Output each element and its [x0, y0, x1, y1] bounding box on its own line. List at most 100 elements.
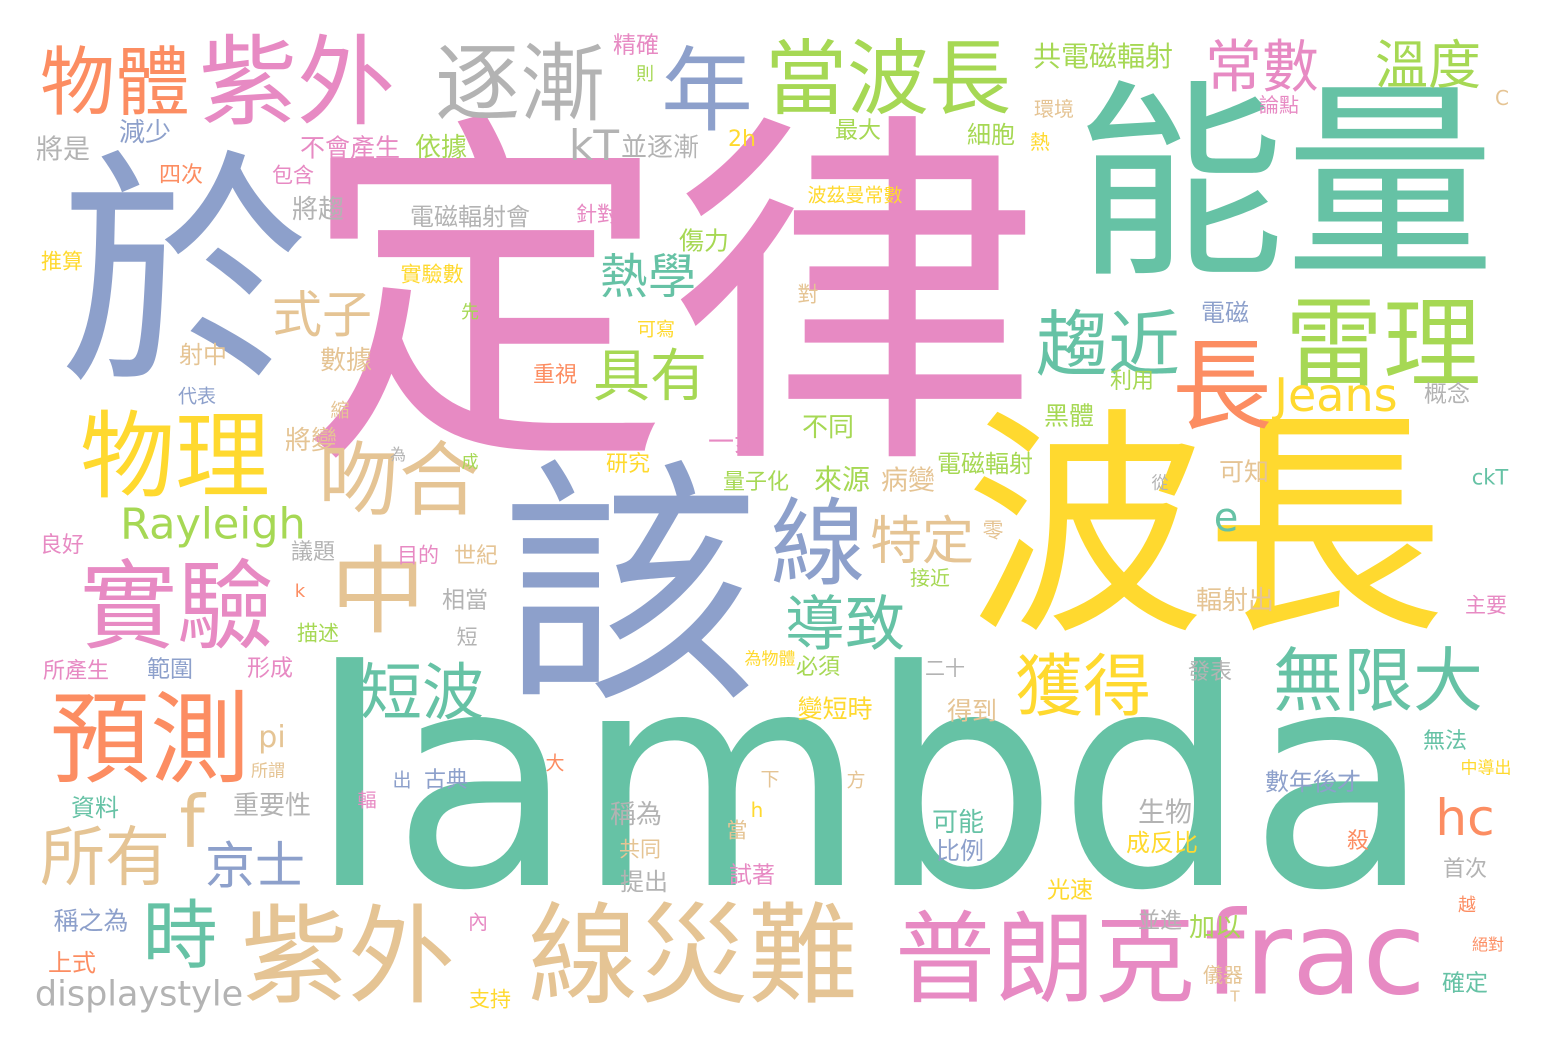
cloud-word: 重視 — [532, 363, 578, 388]
cloud-word: 推算 — [41, 249, 83, 274]
cloud-word: 普朗克 — [895, 901, 1195, 1018]
cloud-word: pi — [258, 720, 286, 755]
cloud-word: 電磁輻射 — [937, 450, 1033, 478]
cloud-word: 針對 — [576, 202, 618, 227]
cloud-word: 世紀 — [453, 544, 499, 569]
cloud-word: 方 — [846, 769, 866, 792]
cloud-word: kT — [569, 121, 619, 170]
cloud-word: 儀器 — [1203, 963, 1243, 987]
cloud-word: 描述 — [297, 621, 339, 646]
cloud-word: 短 — [456, 625, 478, 650]
cloud-word: h — [750, 798, 764, 822]
cloud-word: 成反比 — [1126, 829, 1198, 857]
cloud-word: f — [179, 780, 205, 864]
cloud-word: 比例 — [936, 837, 984, 865]
cloud-word: 病變 — [881, 465, 935, 497]
cloud-word: 所產生 — [42, 659, 110, 684]
cloud-word: 稱為 — [609, 800, 663, 830]
cloud-word: 量子化 — [722, 470, 790, 495]
cloud-word: 紫外 — [240, 895, 456, 1020]
cloud-word: 無限大 — [1273, 640, 1483, 722]
cloud-word: 中導出 — [1460, 758, 1512, 779]
cloud-word: 並逐漸 — [620, 133, 700, 163]
cloud-word: 京士 — [205, 837, 305, 895]
cloud-word: 細胞 — [967, 121, 1015, 149]
cloud-word: 目的 — [397, 543, 439, 568]
cloud-word: ckT — [1471, 465, 1509, 490]
cloud-word: hc — [1435, 789, 1495, 847]
cloud-word: 研究 — [605, 452, 651, 477]
cloud-word: 生物 — [1138, 797, 1192, 829]
cloud-word: 良好 — [39, 533, 85, 558]
cloud-word: 年 — [660, 38, 754, 145]
cloud-word: 可能 — [931, 808, 985, 838]
cloud-word: 四次 — [158, 163, 204, 188]
cloud-word: 能量 — [1074, 62, 1496, 307]
cloud-word: 定律 — [300, 85, 1040, 515]
cloud-word: 最大 — [835, 117, 881, 144]
cloud-word: Rayleigh — [120, 499, 306, 550]
cloud-word: 先 — [461, 302, 479, 323]
cloud-word: 無法 — [1422, 729, 1468, 754]
cloud-word: 內 — [468, 910, 488, 934]
cloud-word: 得到 — [946, 696, 998, 726]
cloud-word: 為物體 — [744, 649, 796, 670]
cloud-word: T — [1230, 987, 1240, 1006]
cloud-word: 可寫 — [636, 318, 676, 341]
cloud-word: 波茲曼常數 — [807, 184, 903, 207]
cloud-word: 殺 — [1346, 829, 1370, 854]
cloud-word: 稱之為 — [53, 906, 129, 936]
cloud-word: 常數 — [1205, 34, 1319, 101]
cloud-word: 該 — [501, 438, 759, 738]
cloud-word: displaystyle — [34, 974, 244, 1015]
cloud-word: 2h — [728, 127, 756, 152]
cloud-word: 線災難 — [528, 892, 858, 1020]
cloud-word: 具有 — [593, 343, 707, 410]
cloud-word: 上式 — [48, 949, 96, 977]
cloud-word: 則 — [636, 64, 654, 85]
cloud-word: 支持 — [469, 987, 511, 1012]
cloud-word: 並進 — [1137, 909, 1183, 934]
cloud-word: 代表 — [177, 385, 217, 408]
cloud-word: 主要 — [1465, 593, 1507, 618]
cloud-word: 二十 — [925, 656, 965, 680]
cloud-word: 傷力 — [678, 226, 730, 256]
cloud-word: frac — [1204, 887, 1426, 1022]
cloud-word: 範圍 — [147, 656, 193, 683]
cloud-word: 為 — [389, 445, 407, 464]
cloud-word: 線 — [770, 489, 866, 600]
cloud-word: 於 — [59, 129, 309, 420]
cloud-word: 熱學 — [599, 249, 697, 305]
cloud-word: 當波長 — [764, 32, 1012, 127]
cloud-word: 長 — [1172, 328, 1272, 445]
cloud-word: 不會產生 — [299, 133, 401, 163]
cloud-word: lambda — [307, 607, 1433, 956]
cloud-word: 對 — [797, 282, 819, 307]
cloud-word: 越 — [1458, 895, 1476, 916]
cloud-word: 射中 — [179, 341, 227, 369]
cloud-word: 熱 — [1030, 130, 1050, 154]
cloud-word: 物理 — [79, 402, 271, 513]
cloud-word: 將趨 — [291, 195, 345, 225]
cloud-word: 形成 — [247, 655, 293, 682]
cloud-word: 電磁輻射會 — [410, 203, 530, 231]
cloud-word: 利用 — [1109, 369, 1155, 394]
cloud-word: k — [294, 581, 306, 602]
cloud-word: 逐漸 — [434, 35, 606, 135]
cloud-word: 古典 — [423, 768, 469, 793]
cloud-word: 議題 — [290, 540, 336, 565]
cloud-word: 實驗 — [80, 550, 274, 664]
cloud-word: 共電磁輻射 — [1032, 40, 1174, 73]
cloud-word: 吻合 — [317, 434, 481, 529]
cloud-word: 接近 — [910, 566, 950, 590]
cloud-word: 光速 — [1047, 877, 1093, 904]
cloud-word: 論點 — [1259, 93, 1299, 117]
cloud-word: C — [1495, 86, 1509, 110]
cloud-word: 下 — [760, 768, 780, 791]
cloud-word: 絕對 — [1471, 935, 1505, 954]
cloud-word: 首次 — [1442, 857, 1488, 882]
cloud-word: 成 — [461, 452, 479, 473]
cloud-word: 從 — [1151, 473, 1169, 494]
cloud-word: 式子 — [272, 286, 372, 344]
